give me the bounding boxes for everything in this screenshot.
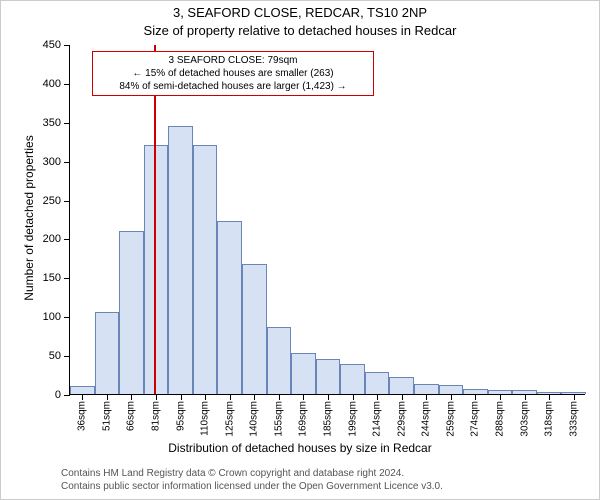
x-axis-label: Distribution of detached houses by size … <box>1 441 599 455</box>
histogram-bar <box>267 327 292 394</box>
x-tick-label: 274sqm <box>470 401 481 437</box>
y-tick-label: 250 <box>43 195 61 207</box>
histogram-bar <box>365 372 390 394</box>
x-tick <box>205 394 206 400</box>
x-tick <box>377 394 378 400</box>
x-tick <box>303 394 304 400</box>
chart-container: 3, SEAFORD CLOSE, REDCAR, TS10 2NP Size … <box>0 0 600 500</box>
x-tick <box>254 394 255 400</box>
x-tick-label: 244sqm <box>421 401 432 437</box>
y-tick-label: 400 <box>43 78 61 90</box>
histogram-bar <box>414 384 439 394</box>
histogram-bar <box>340 364 365 394</box>
x-tick-label: 214sqm <box>372 401 383 437</box>
y-axis-label: Number of detached properties <box>22 48 36 388</box>
y-tick-label: 50 <box>49 350 61 362</box>
histogram-bar <box>389 377 414 394</box>
x-tick-label: 66sqm <box>126 401 137 431</box>
y-tick-label: 200 <box>43 233 61 245</box>
histogram-bar <box>242 264 267 394</box>
marker-line <box>154 45 156 394</box>
histogram-bar <box>119 231 144 394</box>
x-tick <box>574 394 575 400</box>
x-tick-label: 51sqm <box>101 401 112 431</box>
histogram-bar <box>70 386 95 394</box>
histogram-bar <box>95 312 120 394</box>
histogram-bar <box>316 359 341 394</box>
y-tick-label: 100 <box>43 311 61 323</box>
x-tick <box>181 394 182 400</box>
x-tick-label: 125sqm <box>224 401 235 437</box>
histogram-bar <box>193 145 218 394</box>
y-tick <box>64 162 70 163</box>
info-line-3: 84% of semi-detached houses are larger (… <box>97 80 369 93</box>
y-tick <box>64 239 70 240</box>
y-tick <box>64 123 70 124</box>
x-tick <box>500 394 501 400</box>
x-tick <box>107 394 108 400</box>
marker-info-box: 3 SEAFORD CLOSE: 79sqm ← 15% of detached… <box>92 51 374 96</box>
y-tick-label: 300 <box>43 156 61 168</box>
y-tick-label: 150 <box>43 272 61 284</box>
x-tick <box>402 394 403 400</box>
y-tick <box>64 356 70 357</box>
y-tick <box>64 45 70 46</box>
x-tick-label: 36sqm <box>77 401 88 431</box>
x-tick <box>131 394 132 400</box>
x-tick-label: 259sqm <box>445 401 456 437</box>
y-tick <box>64 317 70 318</box>
info-line-1: 3 SEAFORD CLOSE: 79sqm <box>97 54 369 67</box>
y-tick <box>64 278 70 279</box>
histogram-bar <box>291 353 316 394</box>
footer-line-2: Contains public sector information licen… <box>61 481 443 494</box>
x-tick <box>475 394 476 400</box>
chart-title-line2: Size of property relative to detached ho… <box>1 23 599 38</box>
histogram-bar <box>439 385 464 394</box>
plot-area: 05010015020025030035040045036sqm51sqm66s… <box>69 45 585 395</box>
y-tick <box>64 201 70 202</box>
histogram-bar <box>144 145 169 394</box>
x-tick-label: 110sqm <box>200 401 211 436</box>
x-tick-label: 288sqm <box>495 401 506 437</box>
x-tick-label: 155sqm <box>273 401 284 437</box>
y-tick-label: 450 <box>43 39 61 51</box>
y-tick <box>64 84 70 85</box>
x-tick-label: 95sqm <box>175 401 186 431</box>
chart-title-line1: 3, SEAFORD CLOSE, REDCAR, TS10 2NP <box>1 5 599 20</box>
x-tick <box>353 394 354 400</box>
x-tick-label: 229sqm <box>396 401 407 437</box>
footer-attribution: Contains HM Land Registry data © Crown c… <box>61 468 443 493</box>
x-tick <box>426 394 427 400</box>
x-tick <box>230 394 231 400</box>
info-line-2: ← 15% of detached houses are smaller (26… <box>97 67 369 80</box>
y-tick-label: 350 <box>43 117 61 129</box>
y-tick-label: 0 <box>55 389 61 401</box>
x-tick <box>328 394 329 400</box>
histogram-bar <box>217 221 242 394</box>
x-tick <box>156 394 157 400</box>
x-tick-label: 81sqm <box>151 401 162 431</box>
x-tick-label: 185sqm <box>323 401 334 437</box>
x-tick-label: 333sqm <box>568 401 579 437</box>
x-tick <box>82 394 83 400</box>
histogram-bar <box>168 126 193 394</box>
footer-line-1: Contains HM Land Registry data © Crown c… <box>61 468 443 481</box>
x-tick <box>549 394 550 400</box>
x-tick-label: 199sqm <box>347 401 358 437</box>
x-tick <box>525 394 526 400</box>
x-tick-label: 318sqm <box>544 401 555 437</box>
x-tick-label: 169sqm <box>298 401 309 437</box>
x-tick-label: 303sqm <box>519 401 530 437</box>
y-tick <box>64 395 70 396</box>
x-tick <box>279 394 280 400</box>
x-tick <box>451 394 452 400</box>
x-tick-label: 140sqm <box>249 401 260 437</box>
